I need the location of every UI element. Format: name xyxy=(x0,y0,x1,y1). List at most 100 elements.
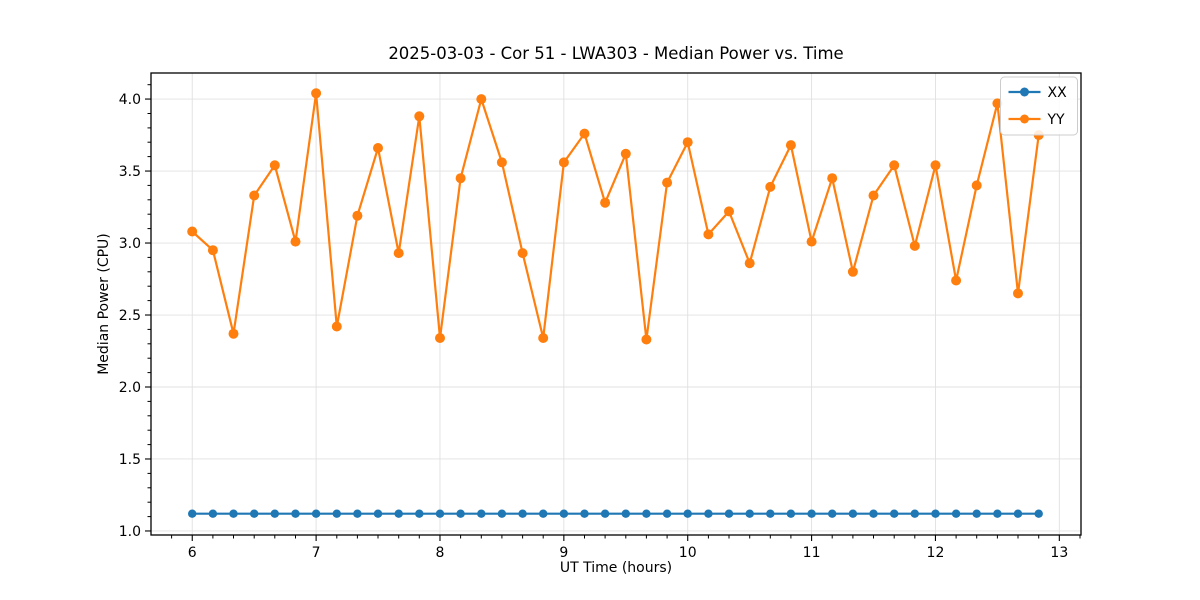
data-point-YY xyxy=(393,248,404,259)
data-point-XX xyxy=(188,509,197,518)
data-point-XX xyxy=(704,509,713,518)
x-axis-label: UT Time (hours) xyxy=(559,560,673,576)
chart-title: 2025-03-03 - Cor 51 - LWA303 - Median Po… xyxy=(388,44,844,63)
y-tick-label: 3.5 xyxy=(119,164,141,180)
data-point-XX xyxy=(683,509,692,518)
series-XX xyxy=(188,509,1043,518)
data-point-XX xyxy=(869,509,878,518)
data-point-XX xyxy=(559,509,569,518)
data-point-YY xyxy=(909,240,920,251)
x-tick-label: 10 xyxy=(679,545,697,561)
y-tick-label: 1.0 xyxy=(119,524,141,540)
data-point-XX xyxy=(828,509,837,518)
data-point-YY xyxy=(517,248,528,259)
x-tick-label: 7 xyxy=(312,545,321,561)
data-point-XX xyxy=(1013,509,1023,518)
data-point-XX xyxy=(291,509,300,518)
x-tick-label: 11 xyxy=(803,545,821,561)
x-tick-label: 8 xyxy=(436,545,445,561)
data-point-YY xyxy=(620,148,631,159)
data-point-YY xyxy=(600,197,611,208)
data-point-XX xyxy=(786,509,796,518)
data-point-YY xyxy=(889,160,900,171)
data-point-XX xyxy=(600,509,610,518)
data-point-YY xyxy=(290,236,301,247)
data-point-XX xyxy=(332,509,341,518)
data-point-YY xyxy=(352,210,363,221)
plot-spines xyxy=(150,72,1082,536)
legend-item-XX: XX xyxy=(1008,85,1068,101)
data-point-YY xyxy=(331,321,342,332)
y-tick-label: 4.0 xyxy=(119,92,141,108)
minor-ticks xyxy=(147,84,1081,539)
data-point-YY xyxy=(847,266,858,277)
data-point-YY xyxy=(476,94,487,105)
data-point-YY xyxy=(187,226,198,237)
data-point-YY xyxy=(269,160,280,171)
data-point-YY xyxy=(455,173,466,184)
data-point-XX xyxy=(890,509,899,518)
y-axis: 1.0 1.5 2.0 2.5 3.0 3.5 4.0 xyxy=(119,92,151,540)
data-point-YY xyxy=(951,275,962,286)
data-point-XX xyxy=(662,509,672,518)
data-point-YY xyxy=(682,137,693,148)
data-point-XX xyxy=(580,509,589,518)
data-point-XX xyxy=(931,509,940,518)
data-point-XX xyxy=(642,509,651,518)
data-point-YY xyxy=(496,157,507,168)
x-axis: 6 7 8 9 10 11 12 13 xyxy=(188,535,1068,561)
data-point-YY xyxy=(724,206,734,217)
data-point-XX xyxy=(621,509,630,518)
y-tick-label: 3.0 xyxy=(119,236,141,252)
data-point-YY xyxy=(207,245,218,256)
data-point-YY xyxy=(249,190,260,201)
data-point-XX xyxy=(807,509,816,518)
data-point-XX xyxy=(745,509,754,518)
data-point-XX xyxy=(311,509,321,518)
data-point-XX xyxy=(539,509,548,518)
data-point-YY xyxy=(311,88,322,99)
x-tick-label: 6 xyxy=(188,545,197,561)
data-point-XX xyxy=(270,509,279,518)
data-point-YY xyxy=(765,181,776,192)
data-point-XX xyxy=(250,509,259,518)
data-point-YY xyxy=(1013,288,1023,299)
series-YY xyxy=(187,88,1044,345)
x-tick-label: 12 xyxy=(927,545,945,561)
data-point-XX xyxy=(415,509,424,518)
data-point-XX xyxy=(1034,509,1043,518)
data-point-XX xyxy=(353,509,362,518)
legend-marker-icon xyxy=(1020,114,1029,124)
data-point-YY xyxy=(558,157,569,168)
data-point-YY xyxy=(785,140,796,151)
data-point-XX xyxy=(724,509,734,518)
data-point-YY xyxy=(579,128,590,139)
data-point-YY xyxy=(662,177,673,188)
data-point-XX xyxy=(848,509,858,518)
x-tick-label: 9 xyxy=(559,545,568,561)
data-point-XX xyxy=(208,509,218,518)
y-tick-label: 1.5 xyxy=(119,452,141,468)
data-point-XX xyxy=(910,509,919,518)
data-point-XX xyxy=(766,509,775,518)
data-point-YY xyxy=(930,160,941,171)
data-point-YY xyxy=(228,328,239,339)
legend-label: XX xyxy=(1048,85,1068,101)
legend-label: YY xyxy=(1047,112,1066,128)
data-point-XX xyxy=(972,509,981,518)
legend-marker-icon xyxy=(1020,87,1029,97)
data-point-YY xyxy=(992,98,1003,109)
data-point-YY xyxy=(641,334,652,345)
data-point-YY xyxy=(806,236,817,247)
data-point-YY xyxy=(827,173,838,184)
data-point-YY xyxy=(703,229,714,240)
data-point-XX xyxy=(951,509,961,518)
data-point-XX xyxy=(394,509,403,518)
data-point-XX xyxy=(477,509,486,518)
data-point-XX xyxy=(456,509,465,518)
data-point-XX xyxy=(993,509,1002,518)
data-point-YY xyxy=(435,333,445,343)
data-point-YY xyxy=(971,180,982,191)
gridlines xyxy=(151,73,1081,535)
